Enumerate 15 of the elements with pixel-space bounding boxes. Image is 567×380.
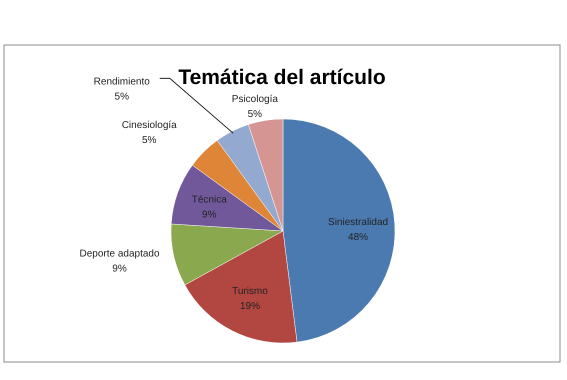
slice-label: Siniestralidad xyxy=(328,216,388,228)
data-label: 5% xyxy=(142,135,157,146)
data-label: 48% xyxy=(348,232,368,243)
slice-label: Rendimiento xyxy=(94,76,150,88)
data-label: 5% xyxy=(114,91,130,102)
slice-label: Turismo xyxy=(232,286,268,297)
slice-label: Cinesiología xyxy=(122,120,178,132)
slice-label: Técnica xyxy=(192,194,228,206)
data-label: 5% xyxy=(248,108,262,120)
data-label: 9% xyxy=(112,263,127,274)
chart-title: Temática del artículo xyxy=(178,66,386,89)
data-label: 19% xyxy=(240,300,260,312)
data-label: 9% xyxy=(202,209,217,220)
slice-label: Psicología xyxy=(232,94,278,105)
slice-label: Deporte adaptado xyxy=(79,248,160,260)
